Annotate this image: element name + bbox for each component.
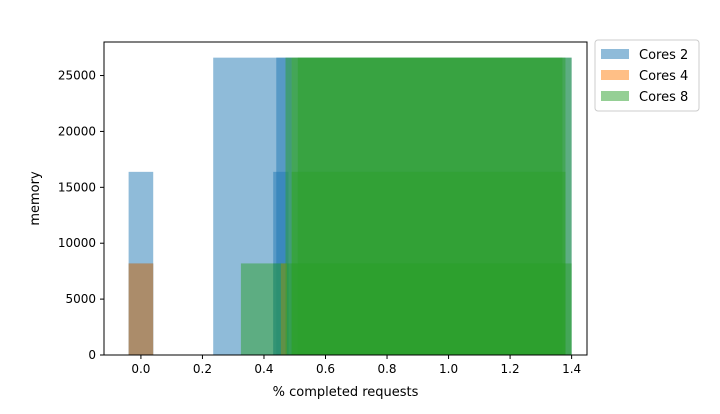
x-tick-label: 1.2 bbox=[501, 362, 520, 376]
y-tick-label: 15000 bbox=[58, 180, 96, 194]
legend-label-cores-4: Cores 4 bbox=[639, 69, 688, 84]
x-tick-label: 1.0 bbox=[439, 362, 458, 376]
bars-layer bbox=[128, 57, 572, 356]
y-tick-label: 10000 bbox=[58, 236, 96, 250]
x-tick-label: 1.4 bbox=[562, 362, 581, 376]
x-tick-label: 0.2 bbox=[193, 362, 212, 376]
plot-frame bbox=[103, 41, 588, 356]
bar-cores-4-0 bbox=[128, 263, 154, 355]
bar-cores-8-5 bbox=[297, 57, 563, 356]
y-tick-label: 0 bbox=[88, 348, 96, 362]
legend-swatch-cores-4 bbox=[601, 70, 629, 80]
y-axis-label: memory bbox=[28, 171, 43, 226]
x-axis: 0.0 0.2 0.4 0.6 0.8 1.0 1.2 1.4 bbox=[131, 355, 581, 376]
y-tick-label: 5000 bbox=[65, 292, 96, 306]
x-axis-label: % completed requests bbox=[273, 385, 419, 400]
y-tick-label: 25000 bbox=[58, 69, 96, 83]
y-axis: 0 5000 10000 15000 20000 25000 bbox=[58, 69, 104, 362]
legend: Cores 2 Cores 4 Cores 8 bbox=[594, 39, 700, 112]
legend-swatch-cores-2 bbox=[601, 49, 629, 59]
x-tick-label: 0.8 bbox=[377, 362, 396, 376]
x-tick-label: 0.6 bbox=[316, 362, 335, 376]
legend-swatch-cores-8 bbox=[601, 91, 629, 101]
y-tick-label: 20000 bbox=[58, 124, 96, 138]
legend-label-cores-2: Cores 2 bbox=[639, 48, 688, 63]
x-tick-label: 0.4 bbox=[254, 362, 273, 376]
x-tick-label: 0.0 bbox=[131, 362, 150, 376]
legend-label-cores-8: Cores 8 bbox=[639, 90, 688, 105]
